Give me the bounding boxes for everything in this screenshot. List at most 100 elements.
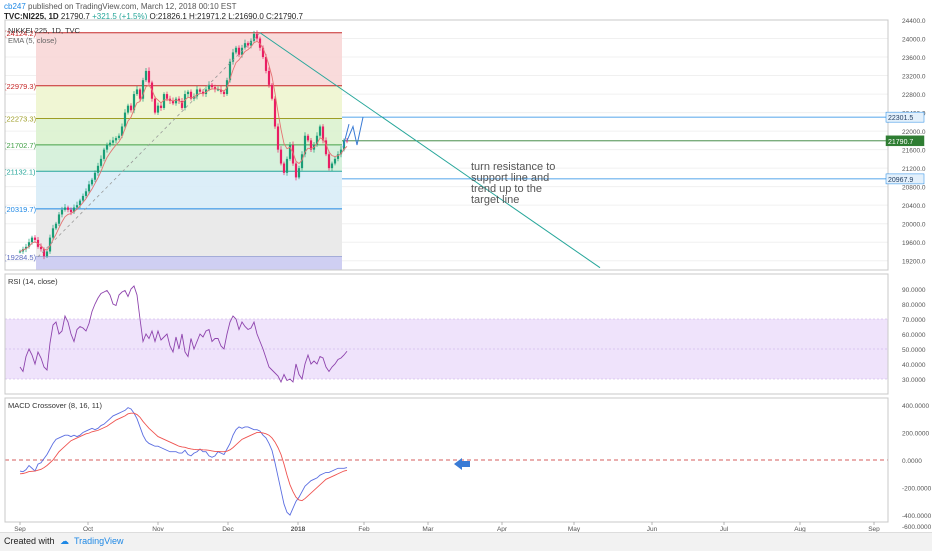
x-tick-label: Sep (14, 526, 26, 532)
rsi-tick-label: 30.0000 (902, 377, 926, 384)
chart-canvas[interactable]: (24124.2) (22979.3) (22273.3) (21702.7) (211… (0, 0, 932, 532)
candle-body (294, 163, 298, 178)
candle-body (198, 89, 202, 92)
macd-tick-label: 400.0000 (902, 403, 929, 410)
candle-body (144, 70, 148, 81)
candle-body (105, 145, 109, 150)
price-tick-label: 21600.0 (902, 148, 926, 155)
candle-body (84, 191, 88, 196)
macd-arrow-icon (454, 458, 470, 470)
annotation-text-line: support line and (471, 172, 549, 184)
candle-body (309, 140, 313, 150)
candle-body (126, 105, 130, 113)
macd-tick-label: 200.0000 (902, 430, 929, 437)
candle-body (99, 158, 103, 166)
candle-body (303, 135, 307, 155)
candle-body (153, 98, 157, 113)
fib-level-label: (22979.3) (4, 82, 37, 91)
rsi-tick-label: 80.0000 (902, 302, 926, 309)
x-tick-label: 2018 (291, 526, 306, 532)
candle-body (243, 43, 247, 48)
price-tick-label: 22800.0 (902, 92, 926, 99)
macd-tick-label: 0.0000 (902, 458, 922, 465)
rsi-tick-label: 70.0000 (902, 317, 926, 324)
fib-level-label: (20319.7) (4, 205, 37, 214)
footer-bar: Created with ☁ TradingView (0, 532, 932, 551)
projection-arrow-left (342, 124, 350, 148)
current-price-line-label: 21790.7 (888, 139, 913, 146)
fib-zone (36, 32, 342, 86)
candle-body (213, 87, 217, 90)
rsi-title: RSI (14, close) (8, 277, 58, 286)
macd-tick-label: -200.0000 (902, 486, 932, 493)
publisher-name[interactable]: cb247 (4, 2, 26, 11)
candle-body (117, 135, 121, 139)
tradingview-brand-link[interactable]: TradingView (74, 536, 124, 546)
candle-body (78, 200, 82, 206)
candle-body (108, 142, 112, 145)
candle-body (171, 101, 175, 104)
x-tick-label: Mar (422, 526, 434, 532)
candle-body (111, 140, 115, 143)
candle-body (129, 105, 133, 111)
ohlc-values: O:21826.1 H:21971.2 L:21690.0 C:21790.7 (149, 12, 303, 21)
candle-body (114, 138, 118, 141)
candle-body (135, 89, 139, 95)
rsi-line (19, 285, 348, 384)
candle-body (30, 237, 34, 243)
ema-line (19, 40, 348, 252)
fib-zone (36, 118, 342, 145)
candle-body (54, 223, 58, 229)
last-price: 21790.7 (60, 12, 90, 21)
macd-title: MACD Crossover (8, 16, 11) (8, 401, 103, 410)
candle-body (147, 70, 151, 83)
candle-body (288, 145, 292, 159)
candle-body (102, 149, 106, 159)
candle-body (48, 237, 52, 252)
candle-body (231, 52, 235, 62)
candle-body (156, 105, 160, 113)
candle-body (330, 163, 334, 169)
candle-body (237, 47, 241, 55)
candle-body (33, 237, 37, 240)
candle-body (207, 84, 211, 90)
macd-tick-label: -400.0000 (902, 513, 932, 520)
candle-body (216, 89, 220, 91)
price-tick-label: 20800.0 (902, 185, 926, 192)
price-tick-label: 23200.0 (902, 74, 926, 81)
candle-body (300, 154, 304, 169)
candle-body (96, 165, 100, 173)
annotation-text-line: turn resistance to (471, 161, 555, 173)
candle-body (276, 126, 280, 150)
candle-body (279, 149, 283, 164)
x-tick-label: Jul (720, 526, 729, 532)
price-tick-label: 22000.0 (902, 129, 926, 136)
candle-body (39, 246, 43, 250)
publish-info: cb247 published on TradingView.com, Marc… (4, 2, 236, 11)
price-tick-label: 19600.0 (902, 240, 926, 247)
candle-body (327, 154, 331, 169)
candle-body (252, 33, 256, 41)
candle-body (222, 91, 226, 95)
price-tick-label: 24400.0 (902, 18, 926, 25)
candle-body (267, 70, 271, 85)
x-tick-label: May (568, 526, 581, 532)
rsi-tick-label: 50.0000 (902, 347, 926, 354)
candle-body (138, 89, 142, 99)
projection-arrow (346, 117, 364, 146)
candle-body (93, 172, 97, 180)
candle-body (321, 126, 325, 141)
candle-body (282, 163, 286, 173)
support-line-label: 20967.9 (888, 177, 913, 184)
fib-zone (36, 171, 342, 209)
candle-body (24, 246, 28, 250)
rsi-tick-label: 60.0000 (902, 332, 926, 339)
price-tick-label: 19200.0 (902, 259, 926, 266)
fib-level-label: (22273.3) (4, 114, 37, 123)
candle-body (264, 57, 268, 71)
macd-tick-label: -600.0000 (902, 524, 932, 531)
candle-body (270, 84, 274, 99)
pane-border-3 (4, 397, 889, 523)
current-price-line-tag (885, 135, 925, 147)
x-tick-label: Aug (794, 526, 806, 532)
